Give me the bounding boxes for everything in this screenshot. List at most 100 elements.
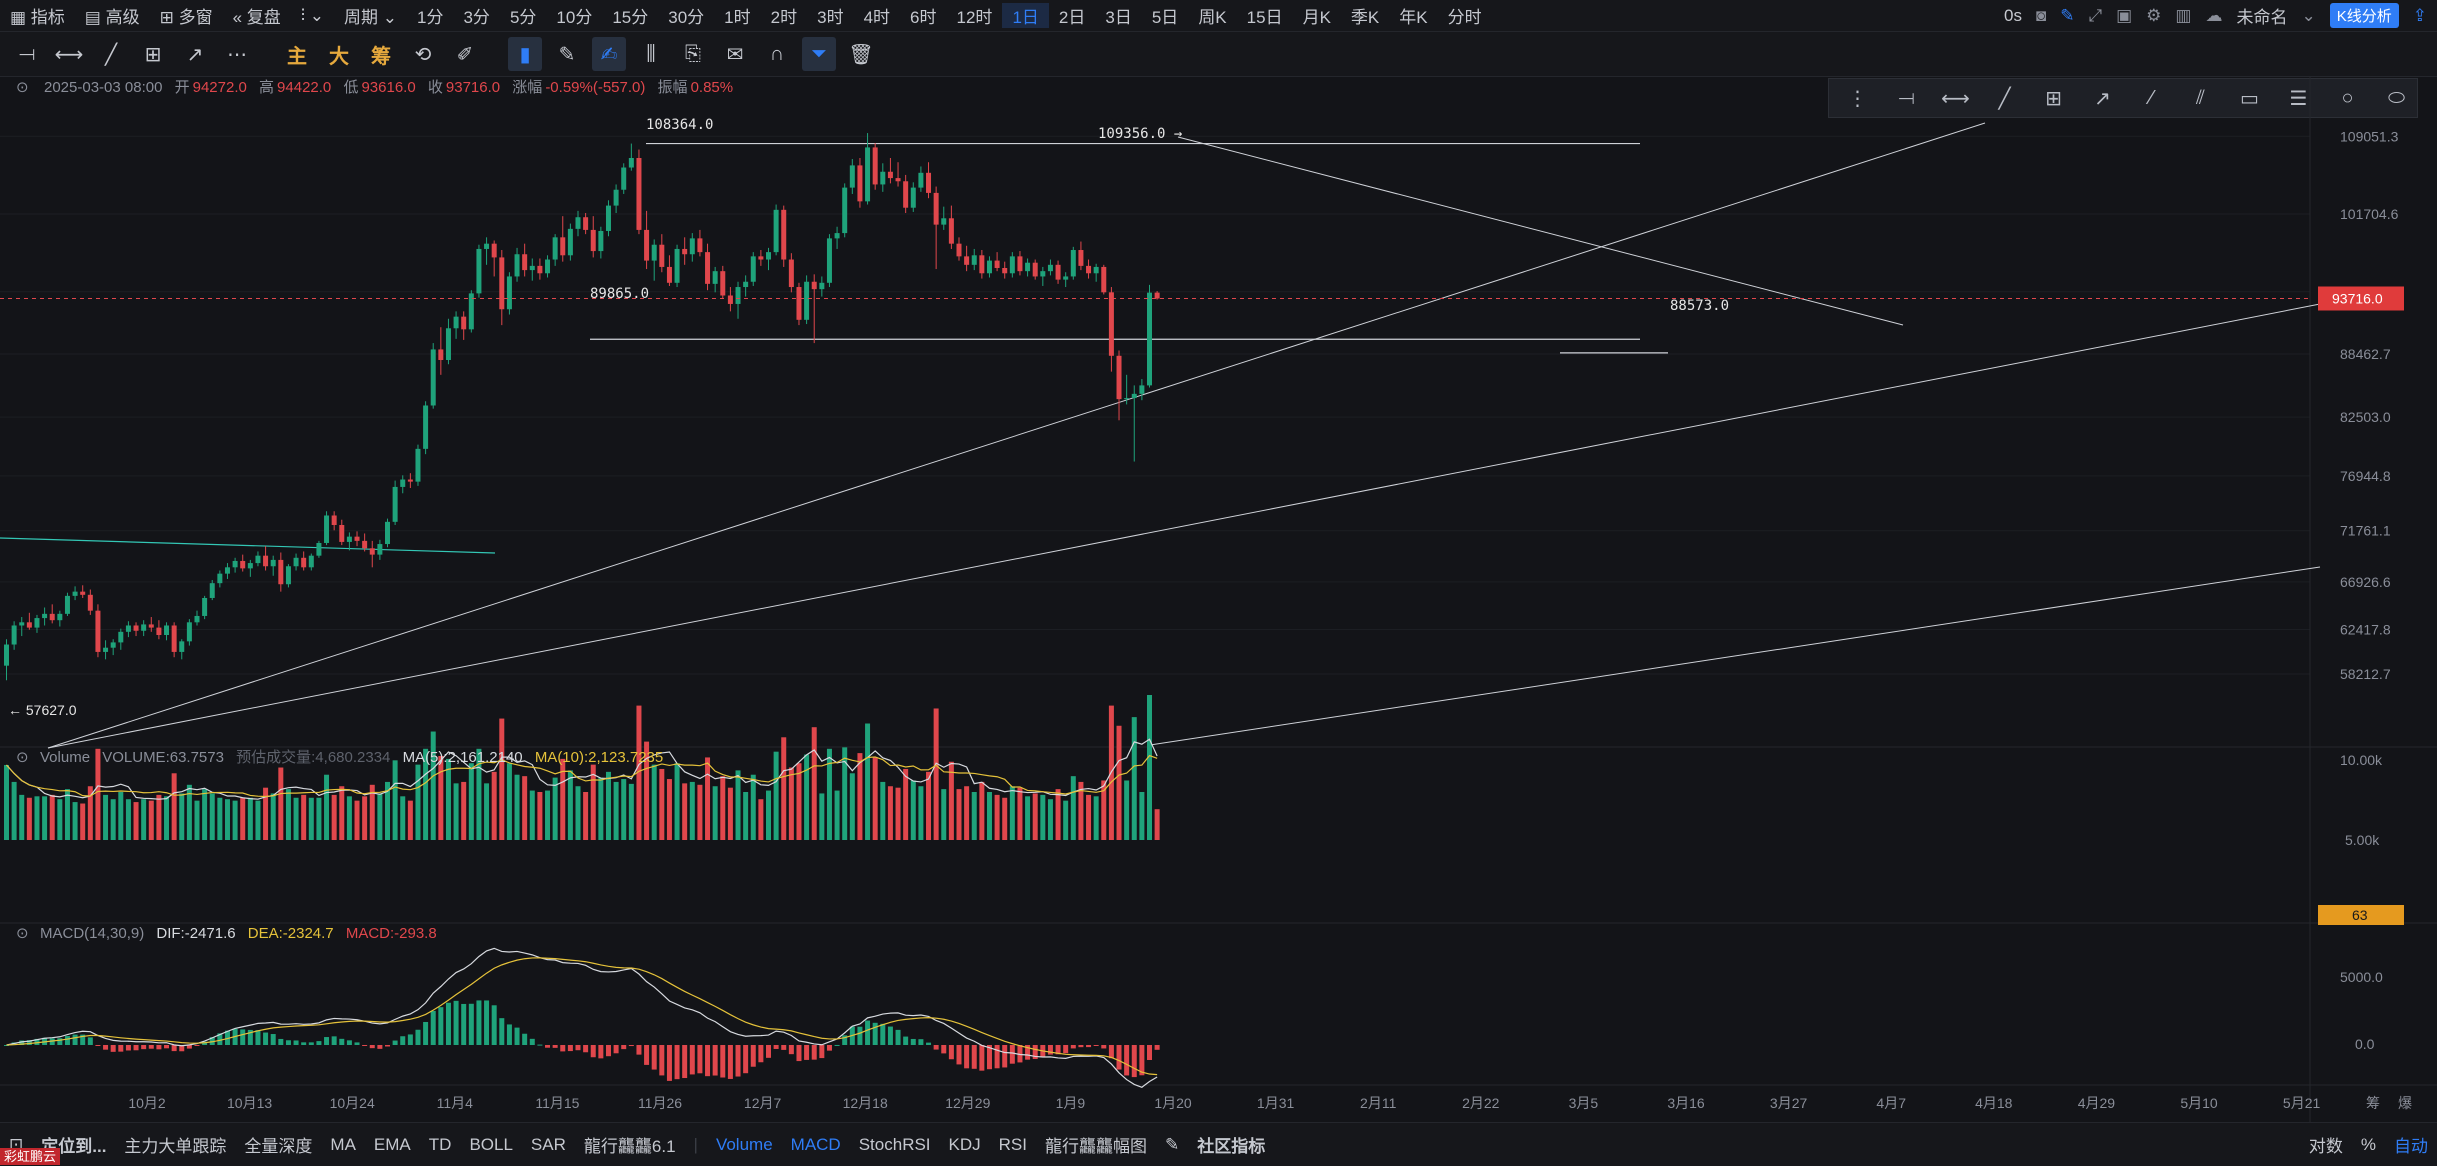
- rectangle-icon[interactable]: ▭: [2240, 87, 2259, 110]
- more-icon[interactable]: ⋯: [227, 43, 247, 66]
- period-13[interactable]: 2日: [1058, 8, 1086, 27]
- macd-bar: [651, 1045, 657, 1070]
- indicator-tab[interactable]: EMA: [373, 1134, 411, 1154]
- extended-line-icon[interactable]: ⁄: [2149, 86, 2154, 109]
- magnet-icon[interactable]: ∩: [769, 42, 785, 65]
- indicator-tab[interactable]: BOLL: [469, 1134, 513, 1154]
- macd-bar: [263, 1032, 269, 1045]
- collapse-icon[interactable]: ⊙: [16, 749, 29, 766]
- ellipse-icon[interactable]: ⬭: [2387, 86, 2406, 109]
- large-order-button[interactable]: 大: [329, 45, 349, 68]
- period-12[interactable]: 1日: [1002, 3, 1049, 28]
- period-3[interactable]: 10分: [556, 8, 593, 27]
- horizontal-segment-icon[interactable]: ⟷: [54, 43, 84, 66]
- pen-tool-icon[interactable]: ✐: [456, 43, 474, 66]
- period-9[interactable]: 4时: [863, 8, 891, 27]
- circle-icon[interactable]: ○: [2341, 86, 2354, 109]
- period-10[interactable]: 6时: [910, 8, 937, 27]
- percent-toggle[interactable]: %: [2360, 1134, 2376, 1154]
- indicator-tab[interactable]: 主力大单跟踪: [124, 1137, 227, 1156]
- indicator-tab[interactable]: 龍行龘龘6.1: [583, 1137, 676, 1156]
- kline-chart[interactable]: 109051.3101704.694358.088462.782503.0769…: [0, 77, 2437, 1122]
- log-scale-toggle[interactable]: 对数: [2308, 1137, 2343, 1156]
- indicator-tab[interactable]: TD: [428, 1134, 452, 1154]
- refresh-interval[interactable]: 0s: [2004, 5, 2022, 25]
- fib-icon[interactable]: ☰: [2289, 87, 2308, 110]
- period-19[interactable]: 季K: [1350, 8, 1380, 27]
- indicator-tab-volume[interactable]: Volume: [715, 1134, 773, 1154]
- clipboard-icon[interactable]: ⎘: [685, 42, 701, 65]
- chart-type-menu[interactable]: ⫶ ⌄: [291, 6, 334, 26]
- community-indicators[interactable]: 社区指标: [1197, 1137, 1266, 1156]
- sync-icon[interactable]: ⟲: [414, 43, 432, 66]
- indicator-tab[interactable]: KDJ: [948, 1134, 981, 1154]
- volume-bar: [42, 796, 48, 840]
- template-icon[interactable]: ▣: [2116, 5, 2133, 25]
- period-16[interactable]: 周K: [1198, 8, 1227, 27]
- period-5[interactable]: 30分: [668, 8, 705, 27]
- filter-icon[interactable]: ⏷: [802, 37, 836, 71]
- note-icon[interactable]: ✉: [726, 43, 744, 66]
- period-1[interactable]: 3分: [463, 8, 490, 27]
- chips-button[interactable]: 筹: [371, 45, 391, 68]
- period-7[interactable]: 2时: [770, 8, 798, 27]
- candle-icon[interactable]: ⫼: [646, 42, 656, 65]
- period-20[interactable]: 年K: [1399, 8, 1428, 27]
- chevron-down-icon[interactable]: ⌄: [2301, 5, 2316, 25]
- share-icon[interactable]: ⇪: [2412, 5, 2427, 25]
- period-15[interactable]: 5日: [1151, 8, 1179, 27]
- period-6[interactable]: 1时: [724, 8, 751, 27]
- layout-icon[interactable]: ▥: [2175, 5, 2192, 25]
- horizontal-line-icon[interactable]: ⟞: [1898, 86, 1915, 109]
- collapse-icon[interactable]: ⊙: [16, 925, 29, 942]
- crosshair-box-icon[interactable]: ⊞: [2045, 87, 2062, 110]
- volume-bar: [4, 765, 9, 840]
- period-0[interactable]: 1分: [417, 8, 444, 27]
- period-4[interactable]: 15分: [612, 8, 649, 27]
- indicator-tab[interactable]: 全量深度: [244, 1137, 313, 1156]
- cloud-icon[interactable]: ☁: [2205, 5, 2223, 25]
- period-14[interactable]: 3日: [1105, 8, 1132, 27]
- edit-icon[interactable]: ✎: [1165, 1134, 1180, 1154]
- multi-window-menu[interactable]: ⊞ 多窗: [159, 8, 213, 27]
- indicator-tab-macd[interactable]: MACD: [790, 1134, 841, 1154]
- drag-handle-icon[interactable]: ⋮: [1847, 87, 1868, 110]
- trend-line-icon[interactable]: ╱: [104, 43, 118, 66]
- period-18[interactable]: 月K: [1302, 8, 1331, 27]
- indicator-menu[interactable]: ▦ 指标: [10, 8, 65, 27]
- ray-icon[interactable]: ↗: [186, 43, 204, 66]
- period-17[interactable]: 15日: [1246, 8, 1283, 27]
- period-11[interactable]: 12时: [956, 8, 993, 27]
- candle-body: [491, 243, 497, 258]
- kline-analysis-button[interactable]: K线分析: [2329, 3, 2399, 28]
- advanced-menu[interactable]: ▤ 高级: [84, 8, 140, 27]
- bookmark-icon[interactable]: ▮: [508, 37, 542, 71]
- pencil-icon[interactable]: ✎: [2060, 5, 2075, 25]
- ruler-icon[interactable]: ✎: [558, 43, 576, 66]
- period-2[interactable]: 5分: [509, 8, 537, 27]
- expand-icon[interactable]: ⤢: [2088, 5, 2103, 25]
- segment-icon[interactable]: ⟷: [1941, 87, 1970, 110]
- replay-menu[interactable]: « 复盘: [232, 8, 281, 27]
- trend-line-icon[interactable]: ╱: [1998, 87, 2011, 110]
- parallel-channel-icon[interactable]: ⫽: [2196, 86, 2205, 109]
- camera-icon[interactable]: ◙: [2035, 5, 2047, 25]
- auto-scale-toggle[interactable]: 自动: [2394, 1137, 2428, 1156]
- trash-icon[interactable]: 🗑: [848, 43, 874, 66]
- draw-mode-icon[interactable]: ✍: [592, 37, 626, 71]
- settings-icon[interactable]: ⚙: [2146, 5, 2162, 25]
- indicator-tab[interactable]: RSI: [998, 1134, 1027, 1154]
- indicator-tab[interactable]: 龍行龘龘幅图: [1045, 1137, 1147, 1156]
- user-name[interactable]: 未命名: [2236, 8, 2288, 27]
- indicator-tab[interactable]: SAR: [530, 1134, 566, 1154]
- collapse-icon[interactable]: ⊙: [16, 79, 29, 96]
- indicator-tab[interactable]: MA: [330, 1134, 356, 1154]
- period-8[interactable]: 3时: [817, 8, 844, 27]
- ray-icon[interactable]: ↗: [2094, 87, 2111, 110]
- indicator-tab[interactable]: StochRSI: [858, 1134, 931, 1154]
- crosshair-box-icon[interactable]: ⊞: [144, 43, 162, 66]
- horizontal-line-icon[interactable]: ⟞: [18, 42, 36, 65]
- main-force-button[interactable]: 主: [287, 45, 307, 68]
- period-menu[interactable]: 周期 ⌄: [344, 8, 397, 27]
- period-21[interactable]: 分时: [1447, 8, 1482, 27]
